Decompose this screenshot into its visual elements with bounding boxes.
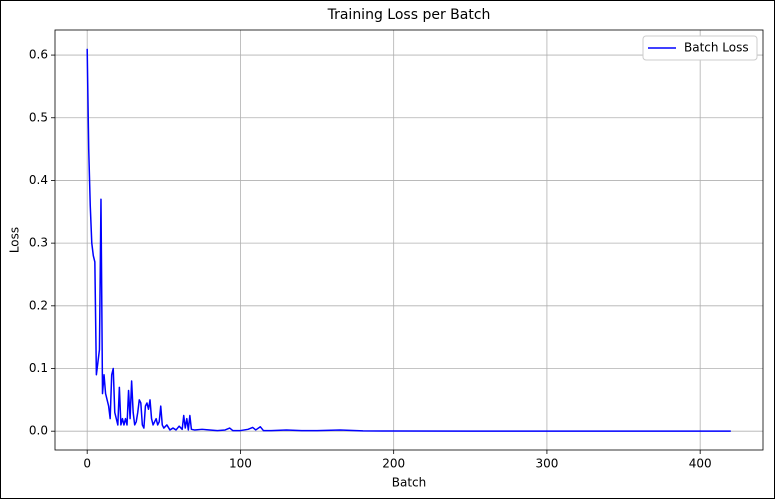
y-axis-label: Loss <box>8 227 22 253</box>
y-tick-label: 0.3 <box>29 236 48 250</box>
x-tick-label: 100 <box>229 457 252 471</box>
y-tick-label: 0.6 <box>29 48 48 62</box>
legend-box <box>642 35 758 61</box>
y-tick-label: 0.4 <box>29 173 48 187</box>
legend-label: Batch Loss <box>684 41 749 55</box>
plot-frame <box>54 29 764 451</box>
x-tick-label: 200 <box>382 457 405 471</box>
x-axis-label: Batch <box>392 476 427 490</box>
x-tick-label: 400 <box>689 457 712 471</box>
y-tick-label: 0.2 <box>29 298 48 312</box>
x-tick-label: 0 <box>83 457 91 471</box>
chart-title: Training Loss per Batch <box>327 7 491 23</box>
x-tick-label: 300 <box>535 457 558 471</box>
y-tick-label: 0.5 <box>29 110 48 124</box>
y-tick-label: 0.0 <box>29 424 48 438</box>
y-tick-label: 0.1 <box>29 361 48 375</box>
loss-line <box>86 48 731 432</box>
